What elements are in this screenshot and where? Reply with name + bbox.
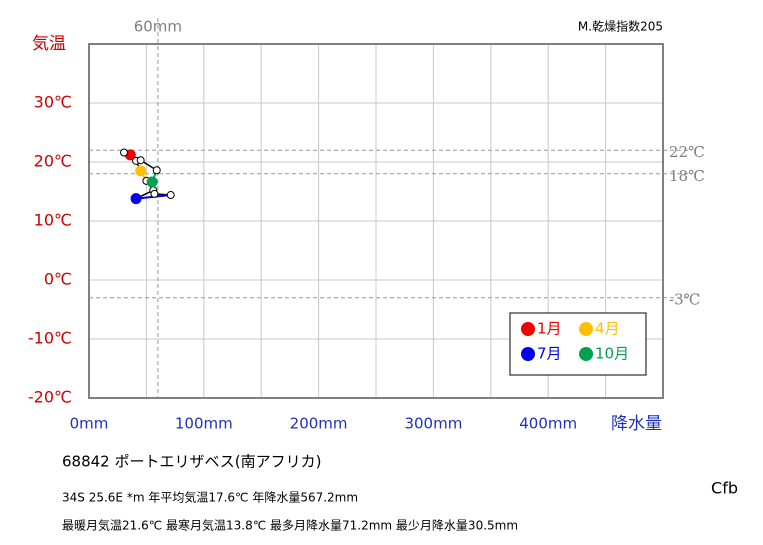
x-tick-label: 400mm bbox=[519, 415, 577, 433]
legend-marker bbox=[521, 347, 535, 361]
legend-marker bbox=[521, 322, 535, 336]
x-tick-label: 300mm bbox=[404, 415, 462, 433]
station: 68842 ポートエリザベス(南アフリカ) bbox=[62, 453, 322, 471]
plot-frame bbox=[88, 43, 664, 399]
y-tick-label: 20℃ bbox=[34, 152, 72, 171]
month-point bbox=[152, 166, 161, 175]
month-point bbox=[130, 193, 142, 205]
reference-label: 18℃ bbox=[669, 167, 705, 185]
legend-marker bbox=[579, 322, 593, 336]
legend-label: 7月 bbox=[537, 345, 562, 363]
info: 34S 25.6E *m 年平均気温17.6℃ 年降水量567.2mm bbox=[62, 490, 358, 505]
legend-box bbox=[509, 312, 647, 376]
legend-label: 4月 bbox=[595, 320, 620, 338]
y-tick-label: 30℃ bbox=[34, 93, 72, 112]
month-point bbox=[166, 191, 175, 200]
legend-marker bbox=[579, 347, 593, 361]
y-tick-label: -20℃ bbox=[28, 388, 72, 407]
reference-label: 60mm bbox=[134, 18, 182, 36]
month-point bbox=[120, 148, 129, 157]
month-point bbox=[136, 156, 145, 165]
legend-label: 10月 bbox=[595, 345, 629, 363]
legend-label: 1月 bbox=[537, 320, 562, 338]
y-tick-label: 0℃ bbox=[44, 270, 72, 289]
y-axis-label: 気温 bbox=[32, 34, 66, 54]
climate-class: Cfb bbox=[711, 479, 738, 498]
index-label: M.乾燥指数205 bbox=[578, 19, 663, 34]
x-tick-label: 0mm bbox=[70, 415, 109, 433]
reference-label: -3℃ bbox=[669, 291, 700, 309]
x-axis-label: 降水量 bbox=[611, 414, 662, 434]
month-point bbox=[146, 176, 158, 188]
x-tick-label: 200mm bbox=[290, 415, 348, 433]
y-tick-label: -10℃ bbox=[28, 329, 72, 348]
info: 最暖月気温21.6℃ 最寒月気温13.8℃ 最多月降水量71.2mm 最少月降水… bbox=[62, 518, 518, 533]
x-tick-label: 100mm bbox=[175, 415, 233, 433]
month-point bbox=[135, 165, 147, 177]
y-tick-label: 10℃ bbox=[34, 211, 72, 230]
month-point bbox=[150, 189, 159, 198]
reference-label: 22℃ bbox=[669, 143, 705, 161]
